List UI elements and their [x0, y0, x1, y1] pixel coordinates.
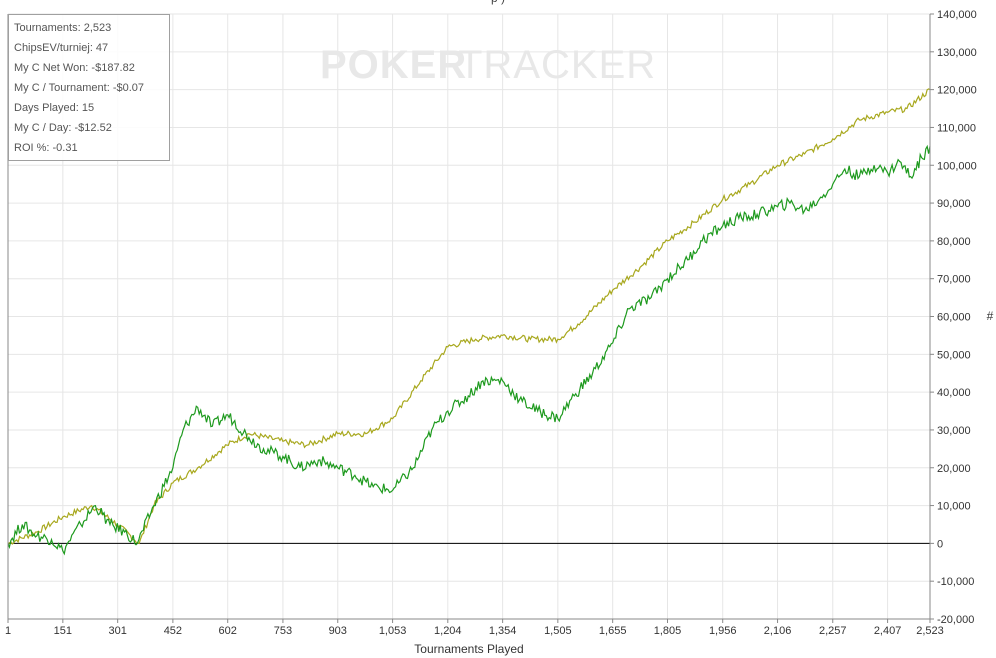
pokertracker-watermark: POKER TRACKER	[320, 43, 656, 87]
y-tick-label: 30,000	[937, 425, 971, 437]
stats-summary-box: Tournaments: 2,523 ChipsEV/turniej: 47 M…	[8, 14, 170, 161]
x-tick-label: 1,805	[654, 625, 682, 637]
y-tick-label: 110,000	[937, 122, 976, 134]
x-tick-label: 1,505	[544, 625, 572, 637]
y-tick-label: 40,000	[937, 387, 971, 399]
y-tick-label: 120,000	[937, 85, 977, 97]
y-tick-label: 10,000	[937, 501, 971, 513]
x-tick-label: 151	[54, 625, 72, 637]
x-tick-label: 452	[164, 625, 182, 637]
x-tick-label: 753	[274, 625, 292, 637]
series-lines	[7, 88, 931, 556]
x-tick-label: 2,106	[764, 625, 792, 637]
x-tick-label: 1,956	[709, 625, 737, 637]
chart-title-fragment: p )	[0, 0, 996, 5]
x-tick-label: 1,354	[489, 625, 517, 637]
x-tick-label: 301	[108, 625, 126, 637]
stat-days-played: Days Played: 15	[14, 102, 95, 114]
x-axis-label: Tournaments Played	[414, 642, 523, 656]
y-tick-label: 90,000	[937, 198, 971, 210]
stat-per-tournament: My C / Tournament: -$0.07	[14, 82, 145, 94]
y-axis-ticks: -20,000 -10,000 0 10,000 20,000 30,000 40,000 5…	[930, 9, 977, 626]
x-tick-label: 1,053	[379, 625, 407, 637]
x-tick-label: 1,204	[434, 625, 462, 637]
y-tick-label: 60,000	[937, 312, 971, 324]
y-tick-label: 0	[937, 538, 943, 550]
stat-net-won: My C Net Won: -$187.82	[14, 62, 135, 74]
x-tick-label: 903	[329, 625, 347, 637]
x-tick-label: 2,407	[874, 625, 902, 637]
y-axis-label: #	[987, 309, 994, 323]
x-tick-label: 1,655	[599, 625, 627, 637]
x-tick-label: 2,257	[819, 625, 847, 637]
x-axis-ticks: 1 151 301 452 602 753 903 1,053 1,204 1,354 1,505 1…	[5, 619, 944, 637]
y-tick-label: 50,000	[937, 349, 971, 361]
stat-chips-ev: ChipsEV/turniej: 47	[14, 42, 109, 54]
x-tick-label: 602	[219, 625, 237, 637]
series-line-net	[7, 144, 931, 556]
stat-roi: ROI %: -0.31	[14, 142, 78, 154]
grid-lines	[7, 13, 931, 620]
y-tick-label: 130,000	[937, 47, 977, 59]
y-tick-label: 100,000	[937, 160, 977, 172]
x-tick-label: 1	[5, 625, 11, 637]
y-tick-label: 140,000	[937, 9, 977, 21]
watermark-strong: POKER	[320, 43, 467, 87]
y-tick-label: 70,000	[937, 274, 971, 286]
y-tick-label: -10,000	[937, 576, 974, 588]
y-tick-label: 80,000	[937, 236, 971, 248]
y-tick-label: -20,000	[937, 614, 974, 626]
stat-per-day: My C / Day: -$12.52	[14, 122, 112, 134]
y-tick-label: 20,000	[937, 463, 971, 475]
watermark-light: TRACKER	[458, 43, 656, 87]
stat-tournaments: Tournaments: 2,523	[14, 22, 112, 34]
x-tick-label: 2,523	[916, 625, 944, 637]
